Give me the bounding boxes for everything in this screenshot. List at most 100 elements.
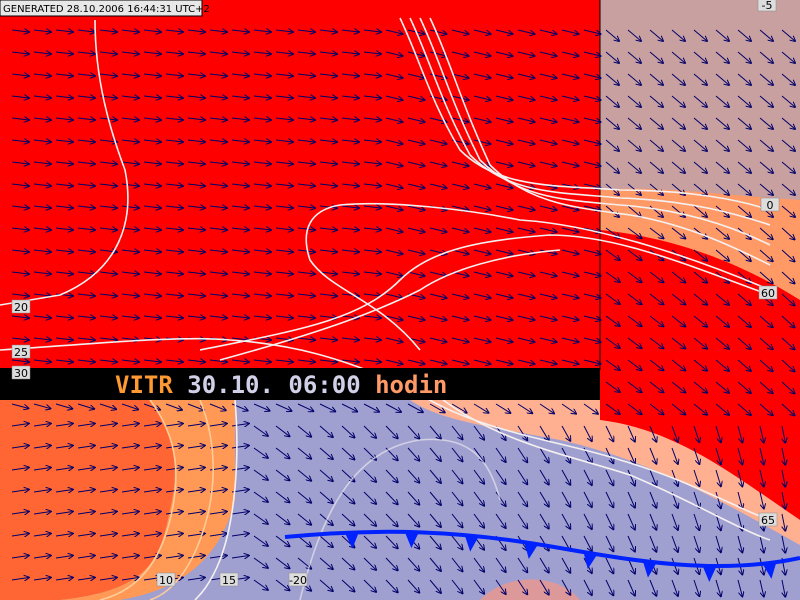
wind-arrow (121, 511, 139, 514)
wind-arrow (561, 73, 579, 78)
wind-arrow (385, 161, 403, 166)
wind-arrow (165, 360, 183, 362)
wind-arrow (33, 30, 51, 32)
wind-arrow (231, 140, 249, 142)
wind-arrow (451, 447, 463, 461)
wind-arrow (517, 95, 535, 100)
wind-arrow (649, 51, 663, 63)
wind-arrow (473, 227, 491, 232)
wind-arrow (231, 360, 249, 362)
label-box (758, 512, 778, 527)
wind-arrow (627, 117, 641, 129)
wind-arrow (275, 425, 290, 436)
wind-arrow (165, 30, 183, 32)
label-text: 10 (159, 574, 173, 587)
wind-arrow (407, 403, 423, 412)
wind-arrow (385, 315, 403, 320)
wind-arrow (583, 535, 592, 551)
wind-arrow (781, 293, 795, 305)
wind-arrow (275, 74, 293, 76)
wind-arrow (671, 315, 685, 327)
wind-arrow (209, 162, 227, 164)
wind-arrow (363, 557, 376, 570)
wind-arrow (759, 249, 773, 261)
banner: VITR 30.10. 06:00 hodin (115, 371, 447, 399)
wind-arrow (253, 469, 268, 480)
wind-arrow (539, 117, 557, 122)
wind-arrow (561, 491, 570, 507)
wind-arrow (77, 206, 95, 208)
wind-arrow (33, 403, 50, 409)
wind-arrow (517, 469, 527, 484)
wind-arrow (671, 579, 678, 596)
wind-arrow (539, 469, 549, 485)
wind-arrow (33, 228, 51, 230)
wind-arrow (11, 403, 28, 408)
contour-line (419, 379, 771, 541)
wind-arrow (737, 579, 742, 596)
wind-arrow (649, 491, 656, 508)
wind-arrow (627, 73, 641, 85)
wind-arrow (165, 184, 183, 186)
wind-arrow (539, 359, 557, 364)
wind-arrow (319, 579, 333, 591)
wind-arrow (11, 272, 29, 274)
wind-arrow (407, 227, 425, 232)
wind-arrow (11, 360, 29, 362)
wind-arrow (297, 535, 311, 547)
wind-arrow (121, 96, 139, 98)
wind-arrow (671, 271, 685, 283)
wind-arrow (385, 29, 403, 34)
contour-line (399, 17, 771, 211)
wind-arrow (11, 162, 29, 164)
wind-arrow (99, 489, 117, 492)
wind-arrow (495, 271, 513, 276)
wind-arrow (649, 73, 663, 85)
contour-line (305, 202, 771, 351)
wind-arrow (275, 469, 290, 480)
wind-arrow (693, 161, 707, 173)
wind-arrow (33, 577, 51, 580)
wind-arrow (341, 360, 359, 362)
wind-arrow (55, 118, 73, 120)
wind-arrow (165, 228, 183, 230)
wind-arrow (99, 74, 117, 76)
wind-arrow (693, 535, 699, 552)
wind-arrow (495, 469, 506, 484)
wind-arrow (605, 447, 613, 463)
wind-arrow (121, 423, 139, 426)
wind-arrow (121, 250, 139, 252)
wind-arrow (297, 316, 315, 318)
wind-arrow (693, 337, 707, 349)
wind-arrow (385, 359, 403, 364)
wind-arrow (517, 139, 535, 144)
wind-arrow (231, 118, 249, 120)
wind-arrow (539, 491, 549, 507)
wind-arrow (319, 30, 337, 32)
wind-arrow (649, 447, 656, 464)
wind-arrow (407, 139, 425, 144)
wind-arrow (143, 445, 161, 448)
wind-arrow (627, 271, 642, 282)
wind-field (11, 29, 795, 597)
wind-arrow (495, 513, 506, 528)
wind-arrow (33, 96, 51, 98)
wind-arrow (782, 491, 785, 509)
contour-label: 10 (156, 572, 176, 587)
wind-arrow (671, 139, 685, 151)
wind-arrow (77, 118, 95, 120)
wind-arrow (187, 30, 205, 32)
wind-arrow (319, 557, 333, 569)
wind-arrow (121, 338, 139, 340)
wind-arrow (121, 577, 139, 580)
wind-arrow (341, 338, 359, 340)
wind-arrow (253, 162, 271, 164)
wind-arrow (99, 228, 117, 230)
front-triangle (464, 535, 479, 552)
wind-arrow (363, 206, 381, 208)
contour-label: 20 (11, 299, 31, 314)
wind-arrow (77, 360, 95, 362)
wind-arrow (33, 140, 51, 142)
wind-arrow (143, 184, 161, 186)
wind-arrow (693, 359, 707, 371)
